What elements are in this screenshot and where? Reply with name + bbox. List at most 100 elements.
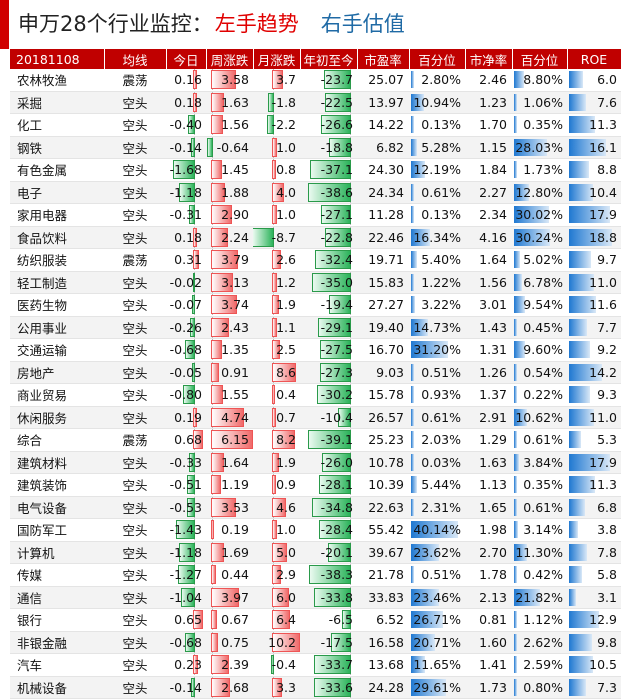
month-change-cell: 1.2 xyxy=(253,272,300,293)
today-change-cell: 0.19 xyxy=(166,407,206,428)
month-change-value: -2.2 xyxy=(272,114,296,135)
pb-percentile-cell: 1.06% xyxy=(512,92,567,113)
month-change: 2.9 xyxy=(253,564,300,587)
week-change: 1.45 xyxy=(206,159,253,182)
ytd-change-value: -37.1 xyxy=(321,159,353,180)
header-month[interactable]: 月涨跌 xyxy=(253,49,300,69)
pb-percentile-cell: 30.24% xyxy=(512,227,567,248)
pb-percentile: 3.84% xyxy=(512,451,567,474)
roe-cell: 6.8 xyxy=(567,497,621,518)
header-today[interactable]: 今日 xyxy=(166,49,206,69)
today-change-cell: -0.68 xyxy=(166,632,206,653)
today-change-value: -1.04 xyxy=(170,587,202,608)
week-change-cell: 2.68 xyxy=(206,677,253,698)
week-change-value: 1.19 xyxy=(221,474,249,495)
pb-percentile-value: 0.22% xyxy=(523,384,563,405)
roe-cell: 8.8 xyxy=(567,159,621,180)
today-change: -1.18 xyxy=(166,181,206,204)
ytd-change-value: -20.1 xyxy=(321,542,353,563)
month-change: 2.5 xyxy=(253,339,300,362)
week-change: 3.97 xyxy=(206,586,253,609)
roe-value: 3.8 xyxy=(597,519,617,540)
roe-bar xyxy=(569,634,592,651)
roe: 17.9 xyxy=(567,204,621,227)
week-change-value: 0.19 xyxy=(221,519,249,540)
today-change-value: -1.68 xyxy=(170,159,202,180)
pe-percentile-bar xyxy=(411,274,414,291)
roe-value: 11.0 xyxy=(589,407,617,428)
week-change-cell: 0.19 xyxy=(206,519,253,540)
ytd-change-cell: -32.4 xyxy=(300,249,357,270)
pe-ratio: 27.27 xyxy=(357,294,409,317)
today-change-value: 0.19 xyxy=(174,407,202,428)
month-change: 4.6 xyxy=(253,496,300,519)
header-trend[interactable]: 均线 xyxy=(104,49,166,69)
pb-percentile-cell: 0.61% xyxy=(512,497,567,518)
pb-percentile-cell: 0.54% xyxy=(512,362,567,383)
week-change-cell: 1.63 xyxy=(206,92,253,113)
today-change-value: 0.16 xyxy=(174,69,202,90)
pe-ratio: 6.52 xyxy=(357,609,409,632)
pe-percentile-value: 0.13% xyxy=(421,204,461,225)
header-pe[interactable]: 市盈率 xyxy=(357,49,409,69)
ytd-change: -18.8 xyxy=(300,136,357,159)
pb-ratio: 0.81 xyxy=(465,609,512,632)
week-change-bar xyxy=(212,476,220,493)
today-change-cell: 0.18 xyxy=(166,92,206,113)
header-pe-percentile[interactable]: 百分位 xyxy=(409,49,465,69)
header-week[interactable]: 周涨跌 xyxy=(206,49,253,69)
header-ytd[interactable]: 年初至今 xyxy=(300,49,357,69)
pb-ratio: 1.65 xyxy=(465,496,512,519)
pb-percentile-value: 30.24% xyxy=(515,227,563,248)
pb-ratio: 2.27 xyxy=(465,181,512,204)
pb-percentile: 9.54% xyxy=(512,294,567,317)
roe-value: 7.8 xyxy=(597,542,617,563)
industry-name: 家用电器 xyxy=(10,204,104,227)
pe-percentile-bar xyxy=(411,386,414,403)
header-date[interactable]: 20181108 xyxy=(10,49,104,69)
pe-percentile-bar xyxy=(411,71,414,88)
header-roe[interactable]: ROE xyxy=(567,49,621,69)
ytd-change-value: -39.1 xyxy=(321,429,353,450)
month-change-cell: 1.9 xyxy=(253,294,300,315)
pe-percentile-cell: 3.22% xyxy=(409,294,465,315)
week-change-cell: 3.58 xyxy=(206,69,253,90)
week-change-value: 4.74 xyxy=(221,407,249,428)
pe-percentile-cell: 0.61% xyxy=(409,407,465,428)
pb-percentile-value: 21.82% xyxy=(515,587,563,608)
ytd-change-cell: -30.2 xyxy=(300,384,357,405)
month-change: 0.9 xyxy=(253,474,300,497)
pe-percentile-bar xyxy=(411,251,417,268)
header-pb[interactable]: 市净率 xyxy=(465,49,512,69)
header-pb-percentile[interactable]: 百分位 xyxy=(512,49,567,69)
month-change: 6.4 xyxy=(253,609,300,632)
